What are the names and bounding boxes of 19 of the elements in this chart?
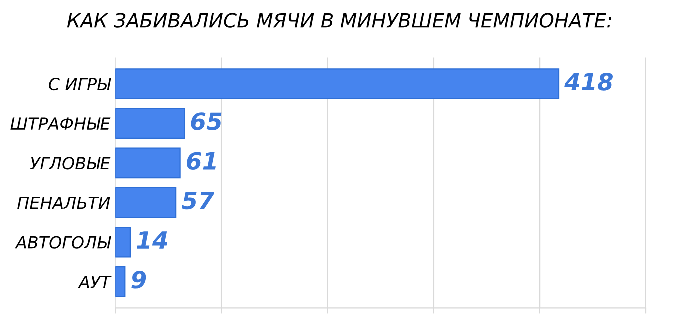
y-tick-label: С ИГРЫ <box>49 78 112 91</box>
bar <box>116 266 126 298</box>
data-label: 14 <box>137 232 168 249</box>
data-label: 61 <box>187 152 216 170</box>
bar <box>116 187 177 218</box>
chart-title: КАК ЗАБИВАЛИСЬ МЯЧИ В МИНУВШЕМ ЧЕМПИОНАТЕ: <box>67 13 612 28</box>
data-label: 57 <box>182 192 214 210</box>
bar <box>116 226 132 258</box>
bar <box>116 68 560 100</box>
bar <box>116 108 186 139</box>
y-tick-label: ШТРАФНЫЕ <box>10 118 111 130</box>
y-tick-label: ПЕНАЛЬТИ <box>18 196 110 210</box>
y-tick-label: УГЛОВЫЕ <box>30 157 111 170</box>
data-label: 9 <box>132 270 146 289</box>
y-tick-label: АУТ <box>78 276 112 288</box>
bar <box>116 148 181 179</box>
data-label: 418 <box>564 72 613 91</box>
data-label: 65 <box>191 112 222 130</box>
y-tick-label: АВТОГОЛЫ <box>15 236 112 249</box>
